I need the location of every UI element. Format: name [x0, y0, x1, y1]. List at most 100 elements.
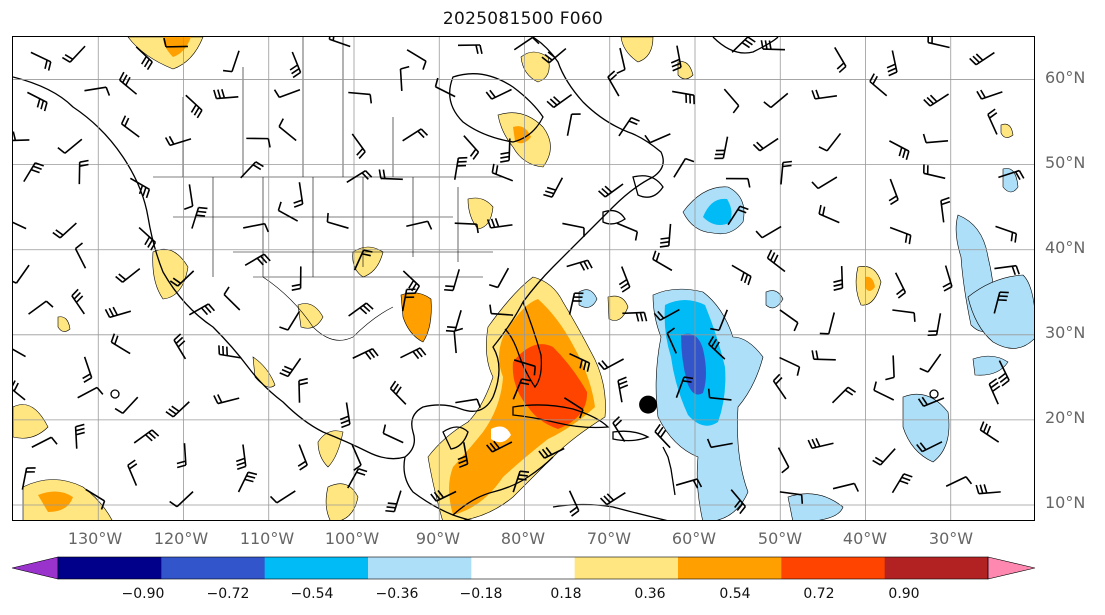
wind-barb [399, 65, 410, 92]
wind-barb [673, 157, 695, 178]
pos-anomaly-labrador [1000, 123, 1014, 138]
wind-barb [714, 136, 729, 160]
wind-barb [599, 492, 626, 506]
wind-barb [13, 131, 30, 142]
neg-anomaly-newfoundland-core [703, 198, 732, 225]
wind-barb [772, 373, 787, 400]
wind-barb [916, 441, 943, 453]
wind-barb [213, 394, 240, 405]
wind-barb [675, 478, 703, 489]
wind-barb [945, 476, 973, 487]
lon-label-30w: 30°W [928, 529, 974, 548]
wind-barb [819, 312, 836, 335]
wind-barb [77, 386, 104, 399]
pos-anomaly-hudson-core [513, 126, 531, 144]
wind-barb [730, 489, 747, 515]
wind-barb [21, 467, 36, 490]
wind-barb [927, 313, 942, 337]
pos-anomaly-southwest [297, 303, 324, 329]
wind-barb [568, 490, 580, 517]
wind-barb [598, 183, 624, 198]
lon-label-40w: 40°W [842, 529, 888, 548]
pos-anomaly-rockies [152, 248, 189, 300]
wind-barb [277, 201, 299, 222]
wind-barbs [13, 37, 1025, 517]
wind-barb [118, 71, 138, 95]
wind-barb [811, 89, 838, 100]
wind-barb [622, 311, 648, 322]
lon-label-70w: 70°W [586, 529, 632, 548]
wind-barb [235, 444, 247, 471]
wind-barb [834, 47, 847, 74]
wind-barb [546, 93, 573, 109]
wind-barb [706, 438, 733, 449]
wind-barb [293, 182, 304, 208]
wind-barb [885, 355, 895, 381]
wind-barb [185, 94, 203, 119]
wind-barb [84, 86, 111, 96]
colorbar-segment [471, 557, 576, 579]
lon-label-110w: 110°W [239, 529, 295, 548]
wind-barb [104, 306, 132, 319]
wind-barb [807, 437, 834, 450]
greenland-tip [712, 37, 779, 54]
wind-barb [297, 444, 308, 471]
wind-barb [163, 37, 188, 48]
wind-barb [922, 164, 946, 180]
wind-barb [872, 448, 896, 466]
wind-barb [779, 309, 799, 332]
map-panel[interactable] [12, 36, 1035, 521]
wind-barb [811, 176, 838, 190]
wind-barb [183, 184, 194, 210]
wind-barb [987, 108, 998, 135]
colorbar-segments [11, 556, 1036, 580]
small-circle-marker-east [929, 389, 939, 399]
wind-barb [246, 137, 271, 148]
lat-label-50n: 50°N [1045, 153, 1086, 172]
wind-barb [597, 358, 624, 371]
wind-barb [191, 206, 208, 229]
colorbar-segment [884, 557, 989, 579]
wind-barb [74, 242, 87, 269]
wind-barb [13, 348, 26, 358]
wind-barb [818, 204, 840, 224]
wind-barb [52, 222, 77, 239]
wind-barb [940, 196, 951, 223]
wind-barb [488, 267, 510, 289]
neg-anomaly-south-atlantic [787, 493, 844, 520]
wind-barb [723, 88, 740, 114]
wind-barb [273, 89, 301, 99]
lon-label-60w: 60°W [671, 529, 717, 548]
wind-barb [243, 222, 270, 233]
wind-barb [562, 222, 585, 237]
lon-label-130w: 130°W [67, 529, 123, 548]
wind-barb [222, 50, 240, 73]
newfoundland [632, 175, 664, 198]
wind-barb [927, 37, 950, 49]
wind-barb [566, 259, 593, 271]
pos-anomaly-mid-atlantic [607, 295, 629, 321]
central-america [452, 456, 554, 516]
wind-barb [406, 49, 427, 70]
wind-barb [512, 470, 530, 493]
wind-barb [13, 221, 27, 230]
colorbar-segment [781, 557, 886, 579]
wind-barb [71, 288, 85, 315]
wind-barb [218, 345, 242, 359]
colorbar-tick-m018: −0.18 [459, 586, 503, 602]
wind-barb [78, 159, 89, 185]
wind-barb [708, 336, 726, 360]
wind-barb [731, 37, 756, 53]
storm-center-marker[interactable] [639, 395, 658, 414]
colorbar-extend-high [987, 556, 1036, 580]
plot-title: 2025081500 F060 [442, 9, 604, 29]
wind-barb [348, 91, 373, 104]
wind-barb [513, 37, 540, 51]
lat-label-60n: 60°N [1045, 68, 1086, 87]
wind-barb [568, 292, 584, 315]
wind-barb [240, 161, 264, 179]
wind-barb [873, 381, 895, 401]
wind-barb [886, 50, 898, 77]
wind-barb [779, 356, 801, 376]
wind-barb [725, 177, 751, 188]
